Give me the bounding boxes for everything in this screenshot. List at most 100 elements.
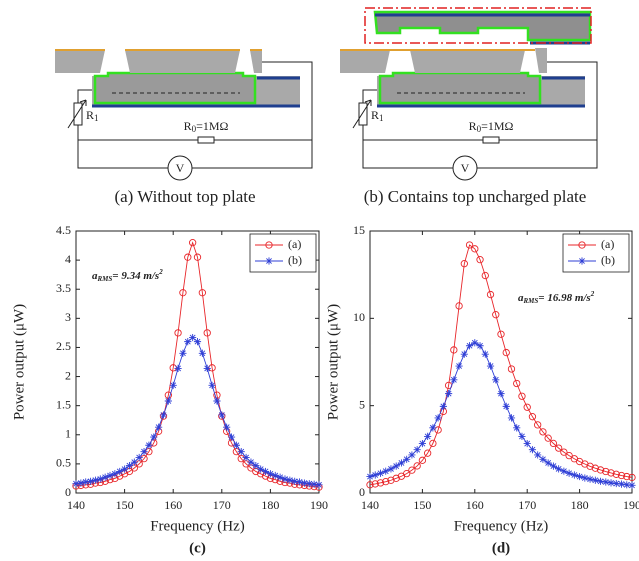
x-tick-label: 170 bbox=[518, 498, 536, 512]
legend-label: (b) bbox=[288, 253, 302, 267]
meter-label: V bbox=[176, 161, 185, 175]
y-axis-label: Power output (μW) bbox=[11, 304, 27, 420]
marker bbox=[507, 414, 516, 422]
plot-area bbox=[75, 230, 320, 494]
marker bbox=[554, 444, 563, 452]
r0-value: =1MΩ bbox=[481, 119, 513, 133]
top-plate bbox=[340, 50, 390, 73]
top-plate bbox=[250, 50, 262, 73]
r1-label: R1 bbox=[86, 108, 99, 123]
marker bbox=[513, 379, 521, 388]
marker bbox=[116, 467, 124, 476]
marker bbox=[397, 459, 406, 467]
top-plate bbox=[125, 50, 240, 73]
marker bbox=[544, 434, 552, 442]
marker bbox=[247, 458, 255, 466]
marker bbox=[581, 474, 589, 482]
r0-sub: 0 bbox=[192, 124, 197, 134]
marker bbox=[366, 472, 374, 481]
marker bbox=[460, 260, 468, 268]
marker bbox=[237, 448, 245, 456]
marker bbox=[174, 329, 182, 337]
marker bbox=[408, 451, 416, 459]
marker bbox=[392, 462, 400, 470]
marker bbox=[174, 364, 182, 373]
marker bbox=[150, 433, 158, 441]
marker bbox=[481, 350, 489, 358]
marker bbox=[539, 428, 547, 436]
marker bbox=[523, 439, 531, 448]
meter-label: V bbox=[461, 161, 470, 175]
marker bbox=[371, 480, 379, 488]
marker bbox=[518, 392, 526, 400]
marker bbox=[271, 471, 279, 480]
marker bbox=[617, 471, 626, 480]
marker bbox=[570, 471, 578, 479]
marker bbox=[518, 432, 526, 441]
legend-marker bbox=[265, 257, 273, 265]
marker bbox=[203, 364, 211, 373]
marker bbox=[106, 471, 114, 480]
x-tick-label: 140 bbox=[67, 498, 85, 512]
marker bbox=[465, 241, 474, 249]
marker bbox=[602, 467, 610, 476]
legend-box bbox=[249, 233, 317, 273]
marker bbox=[434, 414, 442, 422]
arrow bbox=[67, 99, 87, 129]
y-tick-label: 2.5 bbox=[56, 339, 71, 353]
x-tick-label: 150 bbox=[413, 498, 431, 512]
marker bbox=[476, 255, 484, 264]
marker bbox=[439, 402, 447, 410]
marker bbox=[125, 462, 134, 470]
proof-mass bbox=[378, 71, 542, 105]
y-tick-label: 1.5 bbox=[56, 397, 71, 411]
r0-value: =1MΩ bbox=[196, 119, 228, 133]
marker bbox=[471, 245, 479, 253]
x-tick-label: 190 bbox=[623, 498, 639, 512]
legend-label: (a) bbox=[288, 237, 301, 251]
resistor bbox=[358, 102, 368, 126]
marker bbox=[305, 480, 313, 488]
x-tick-label: 180 bbox=[261, 498, 279, 512]
marker bbox=[403, 455, 411, 463]
marker bbox=[528, 413, 537, 421]
caption: (b) Contains top uncharged plate bbox=[364, 187, 587, 206]
marker bbox=[382, 477, 390, 486]
marker bbox=[155, 423, 163, 431]
marker bbox=[218, 411, 226, 419]
panel-label: (d) bbox=[492, 540, 510, 556]
marker bbox=[607, 469, 615, 477]
y-tick-label: 0 bbox=[65, 485, 71, 499]
marker bbox=[418, 439, 426, 448]
marker bbox=[291, 477, 299, 485]
top-plate bbox=[55, 50, 105, 73]
marker bbox=[77, 479, 85, 487]
r1: R bbox=[371, 108, 379, 122]
marker bbox=[450, 376, 458, 384]
x-axis-label: Frequency (Hz) bbox=[454, 518, 549, 534]
legend-label: (b) bbox=[601, 253, 615, 267]
marker bbox=[418, 456, 427, 464]
marker bbox=[213, 397, 221, 405]
wire bbox=[362, 61, 598, 169]
marker bbox=[169, 364, 177, 372]
marker bbox=[528, 446, 537, 454]
marker bbox=[413, 446, 421, 454]
marker bbox=[227, 433, 236, 441]
marker bbox=[429, 439, 437, 448]
marker bbox=[382, 467, 390, 475]
marker bbox=[492, 311, 500, 319]
marker bbox=[82, 478, 90, 486]
marker bbox=[403, 469, 411, 478]
gap bbox=[240, 47, 250, 51]
marker bbox=[208, 381, 216, 389]
chart: 140 150 160 170 180 190 0 5 10 15 (a) (b) aRMS= 16.9… bbox=[325, 223, 639, 557]
marker bbox=[560, 467, 568, 475]
marker bbox=[565, 451, 573, 460]
marker bbox=[591, 464, 599, 472]
annotation-text: = 16.98 m/s bbox=[538, 292, 590, 304]
marker bbox=[179, 349, 187, 357]
marker bbox=[586, 462, 594, 470]
gap bbox=[105, 47, 125, 51]
